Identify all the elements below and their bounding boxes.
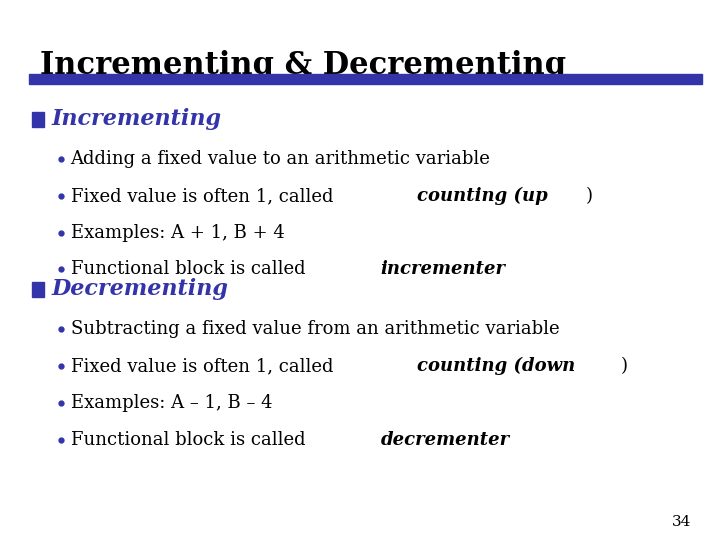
Text: Incrementing & Decrementing: Incrementing & Decrementing bbox=[40, 50, 566, 80]
Text: Adding a fixed value to an arithmetic variable: Adding a fixed value to an arithmetic va… bbox=[71, 150, 490, 168]
Text: Examples: A – 1, B – 4: Examples: A – 1, B – 4 bbox=[71, 394, 272, 412]
Text: incrementer: incrementer bbox=[381, 260, 505, 279]
Text: counting (down: counting (down bbox=[417, 357, 575, 375]
Text: Fixed value is often 1, called: Fixed value is often 1, called bbox=[71, 187, 339, 205]
Bar bbox=[29, 74, 702, 84]
Bar bbox=[32, 112, 44, 127]
Text: Decrementing: Decrementing bbox=[52, 278, 229, 300]
Text: decrementer: decrementer bbox=[381, 430, 510, 449]
Text: counting (up: counting (up bbox=[417, 187, 547, 205]
Text: ): ) bbox=[621, 357, 628, 375]
Text: Functional block is called: Functional block is called bbox=[71, 260, 311, 279]
Text: Subtracting a fixed value from an arithmetic variable: Subtracting a fixed value from an arithm… bbox=[71, 320, 559, 339]
Bar bbox=[32, 282, 44, 297]
Text: ): ) bbox=[585, 187, 593, 205]
Text: Examples: A + 1, B + 4: Examples: A + 1, B + 4 bbox=[71, 224, 284, 242]
Text: Fixed value is often 1, called: Fixed value is often 1, called bbox=[71, 357, 339, 375]
Text: 34: 34 bbox=[672, 515, 691, 529]
Text: Functional block is called: Functional block is called bbox=[71, 430, 311, 449]
Text: Incrementing: Incrementing bbox=[52, 108, 222, 130]
